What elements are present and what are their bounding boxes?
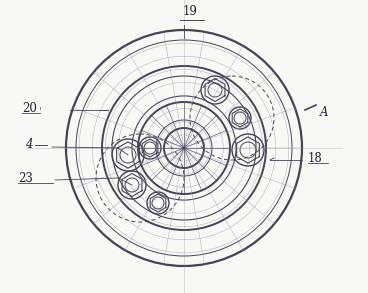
Text: 23: 23	[18, 171, 33, 185]
Text: A: A	[320, 105, 329, 118]
Text: 20: 20	[22, 101, 37, 115]
Text: 19: 19	[183, 5, 198, 18]
Text: 18: 18	[308, 151, 323, 164]
Text: 4: 4	[25, 139, 32, 151]
